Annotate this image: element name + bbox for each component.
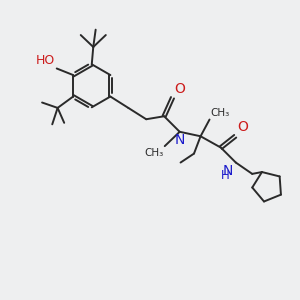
Text: N: N bbox=[175, 133, 185, 147]
Text: N: N bbox=[223, 164, 233, 178]
Text: CH₃: CH₃ bbox=[144, 148, 164, 158]
Text: CH₃: CH₃ bbox=[211, 108, 230, 118]
Text: H: H bbox=[221, 169, 230, 182]
Text: HO: HO bbox=[36, 54, 55, 67]
Text: O: O bbox=[237, 121, 248, 134]
Text: O: O bbox=[174, 82, 185, 96]
